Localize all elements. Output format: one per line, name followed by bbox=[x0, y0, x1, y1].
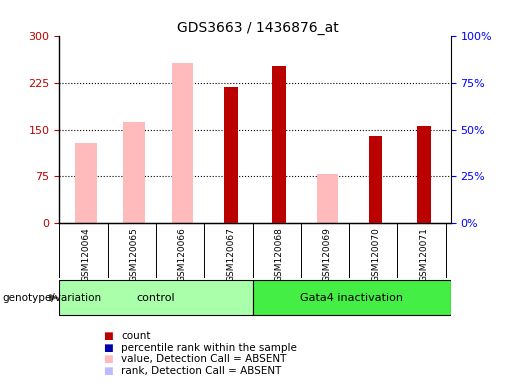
Text: ■: ■ bbox=[103, 331, 113, 341]
Text: rank, Detection Call = ABSENT: rank, Detection Call = ABSENT bbox=[121, 366, 281, 376]
Text: genotype/variation: genotype/variation bbox=[3, 293, 101, 303]
Text: GSM120064: GSM120064 bbox=[81, 227, 90, 282]
Text: GSM120071: GSM120071 bbox=[420, 227, 428, 282]
Bar bbox=[417, 126, 431, 223]
Bar bbox=[369, 136, 383, 223]
Text: GDS3663 / 1436876_at: GDS3663 / 1436876_at bbox=[177, 21, 338, 35]
Bar bbox=[123, 122, 145, 223]
Text: ■: ■ bbox=[103, 354, 113, 364]
Bar bbox=[317, 174, 338, 223]
Text: GSM120069: GSM120069 bbox=[323, 227, 332, 282]
Text: ■: ■ bbox=[103, 343, 113, 353]
Text: ■: ■ bbox=[103, 366, 113, 376]
Text: Gata4 inactivation: Gata4 inactivation bbox=[300, 293, 403, 303]
Text: count: count bbox=[121, 331, 150, 341]
Bar bbox=[252, 280, 451, 315]
Bar bbox=[171, 63, 193, 223]
Text: percentile rank within the sample: percentile rank within the sample bbox=[121, 343, 297, 353]
Text: GSM120070: GSM120070 bbox=[371, 227, 380, 282]
Bar bbox=[59, 280, 252, 315]
Text: GSM120066: GSM120066 bbox=[178, 227, 187, 282]
Bar bbox=[272, 66, 286, 223]
Text: GSM120067: GSM120067 bbox=[226, 227, 235, 282]
Text: GSM120068: GSM120068 bbox=[274, 227, 284, 282]
Text: control: control bbox=[136, 293, 175, 303]
Bar bbox=[75, 143, 97, 223]
Bar bbox=[224, 88, 237, 223]
Text: GSM120065: GSM120065 bbox=[130, 227, 139, 282]
Text: value, Detection Call = ABSENT: value, Detection Call = ABSENT bbox=[121, 354, 286, 364]
